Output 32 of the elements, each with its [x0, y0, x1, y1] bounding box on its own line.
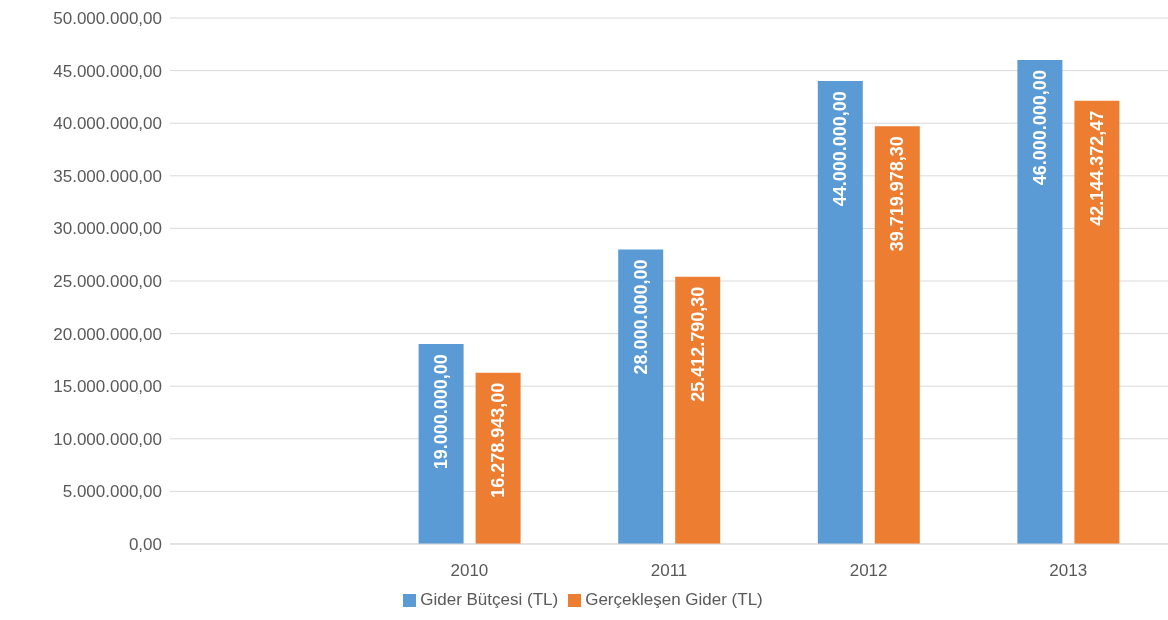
bar [618, 249, 664, 544]
y-tick-label: 25.000.000,00 [53, 272, 162, 292]
y-tick-label: 20.000.000,00 [53, 324, 162, 344]
y-tick-label: 15.000.000,00 [53, 377, 162, 397]
bar [1074, 100, 1120, 544]
data-label: 42.144.372,47 [1086, 110, 1107, 226]
data-label: 19.000.000,00 [431, 354, 452, 470]
y-tick-label: 30.000.000,00 [53, 219, 162, 239]
bar [874, 126, 920, 544]
y-tick-label: 0,00 [128, 535, 162, 555]
bar [418, 344, 464, 544]
bar [675, 276, 721, 544]
bar [817, 81, 863, 544]
legend-label: Gider Bütçesi (TL) [420, 590, 559, 609]
data-label: 25.412.790,30 [687, 286, 708, 402]
x-tick-label: 2011 [650, 561, 688, 581]
data-label: 44.000.000,00 [830, 91, 851, 207]
y-tick-label: 45.000.000,00 [53, 61, 162, 81]
y-tick-label: 10.000.000,00 [53, 429, 162, 449]
data-label: 16.278.943,00 [488, 382, 509, 498]
data-label: 39.719.978,30 [887, 136, 908, 252]
data-label: 46.000.000,00 [1029, 70, 1050, 186]
legend-label: Gerçekleşen Gider (TL) [585, 590, 763, 609]
x-tick-label: 2013 [1049, 561, 1088, 581]
y-tick-label: 40.000.000,00 [53, 114, 162, 134]
y-tick-label: 35.000.000,00 [53, 166, 162, 186]
x-tick-label: 2012 [849, 561, 888, 581]
y-tick-label: 50.000.000,00 [53, 9, 162, 29]
x-tick-label: 2010 [450, 561, 489, 581]
bar [1017, 60, 1063, 544]
y-tick-label: 5.000.000,00 [62, 482, 162, 502]
data-label: 28.000.000,00 [630, 259, 651, 375]
